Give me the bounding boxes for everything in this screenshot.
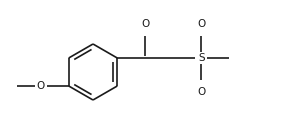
Text: O: O — [197, 87, 205, 97]
Text: O: O — [141, 19, 149, 29]
Text: O: O — [37, 81, 45, 91]
Text: O: O — [197, 19, 205, 29]
Text: S: S — [198, 53, 204, 63]
